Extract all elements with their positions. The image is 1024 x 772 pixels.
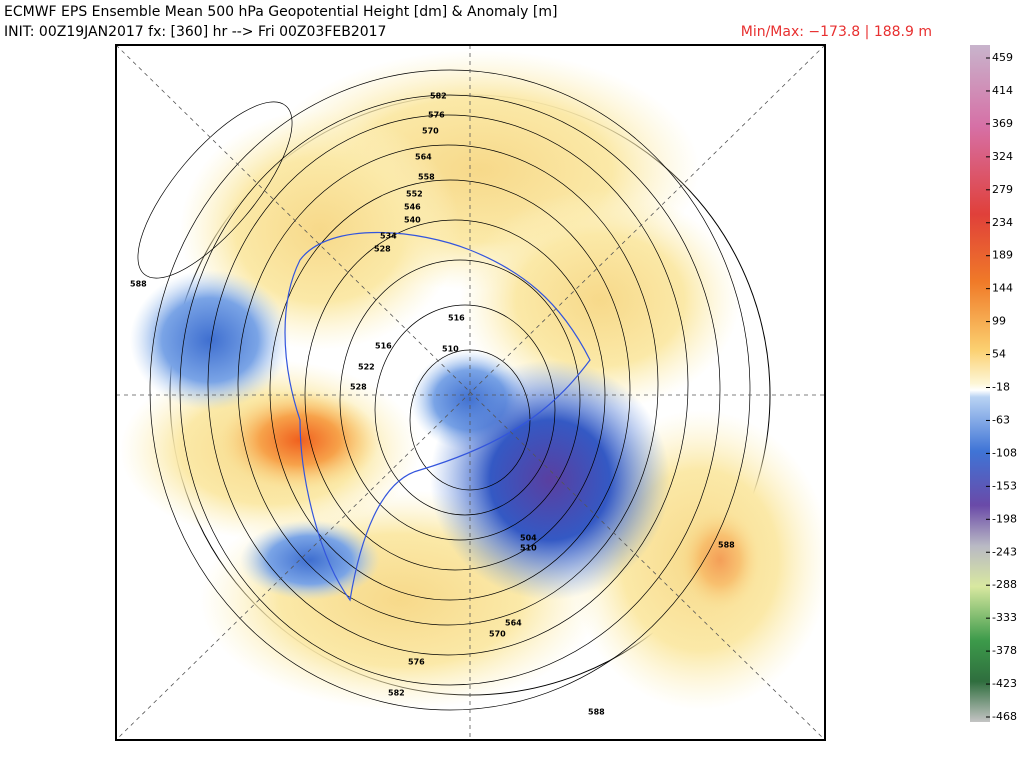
colorbar-label: 459 [992, 51, 1013, 64]
contour-label: 510 [520, 544, 537, 553]
colorbar-label: -153 [992, 479, 1017, 492]
colorbar-label: -333 [992, 611, 1017, 624]
contour-label: 564 [505, 619, 522, 628]
colorbar-label: 234 [992, 216, 1013, 229]
colorbar-label: 279 [992, 183, 1013, 196]
contour-label: 534 [380, 232, 397, 241]
colorbar-label: -468 [992, 710, 1017, 723]
contour-label: 540 [404, 216, 421, 225]
colorbar-label: 99 [992, 315, 1006, 328]
contour-label: 516 [375, 342, 392, 351]
title: ECMWF EPS Ensemble Mean 500 hPa Geopoten… [4, 4, 557, 20]
colorbar-label: -288 [992, 578, 1017, 591]
contour-label: 558 [418, 173, 435, 182]
contour-label: 510 [442, 345, 459, 354]
colorbar-label: -243 [992, 545, 1017, 558]
contour-label: 576 [428, 111, 445, 120]
min-max: Min/Max: −173.8 | 188.9 m [741, 24, 932, 40]
init-time: INIT: 00Z19JAN2017 fx: [360] hr --> Fri … [4, 24, 386, 40]
contour-label: 564 [415, 153, 432, 162]
contour-label: 576 [408, 658, 425, 667]
colorbar-label: 369 [992, 117, 1013, 130]
colorbar-label: -423 [992, 677, 1017, 690]
colorbar-label: 324 [992, 150, 1013, 163]
contour-label: 588 [130, 280, 147, 289]
colorbar-label: -18 [992, 381, 1010, 394]
contour-label: 528 [350, 383, 367, 392]
contour-label: 588 [588, 708, 605, 717]
contour-label: 588 [718, 541, 735, 550]
colorbar-label: 189 [992, 249, 1013, 262]
contour-label: 570 [489, 630, 506, 639]
map: 582 576 570 564 558 552 546 540 534 528 516 510 516 5… [116, 45, 825, 740]
colorbar-label: 414 [992, 84, 1013, 97]
contour-label: 522 [358, 363, 375, 372]
colorbar-label: -63 [992, 413, 1010, 426]
contour-label: 516 [448, 314, 465, 323]
contour-label: 504 [520, 534, 537, 543]
map-frame [115, 44, 826, 741]
contour-label: 582 [430, 92, 447, 101]
colorbar-label: 54 [992, 348, 1006, 361]
contour-label: 582 [388, 689, 405, 698]
contour-label: 546 [404, 203, 421, 212]
contour-label: 528 [374, 245, 391, 254]
colorbar-label: -108 [992, 446, 1017, 459]
contour-label: 570 [422, 127, 439, 136]
colorbar-label: -198 [992, 512, 1017, 525]
colorbar-label: -378 [992, 644, 1017, 657]
colorbar [970, 45, 990, 722]
colorbar-label: 144 [992, 282, 1013, 295]
contour-label: 552 [406, 190, 423, 199]
